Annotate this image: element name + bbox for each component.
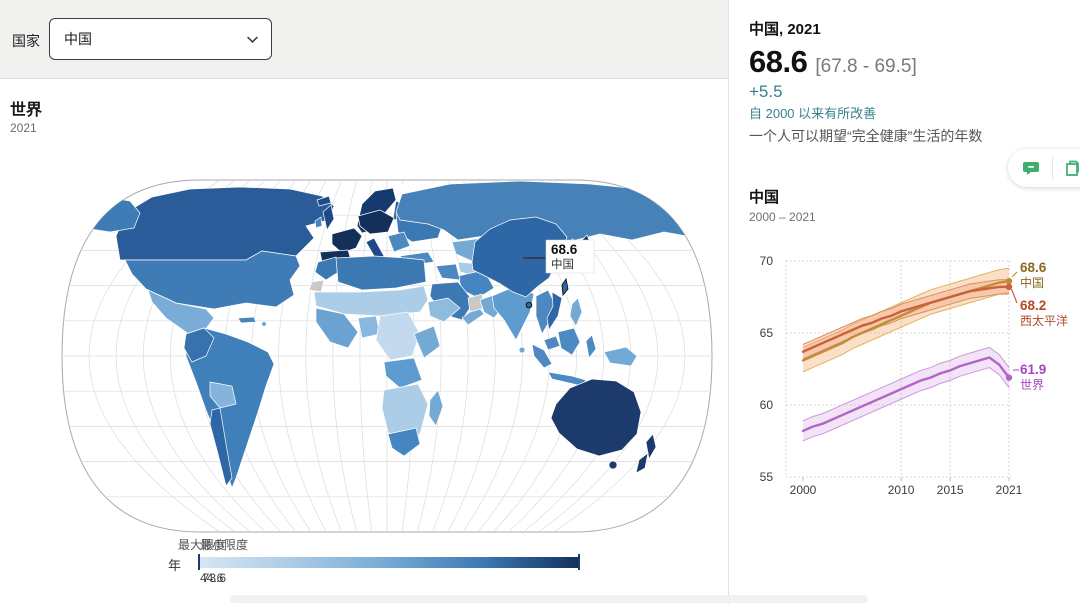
svg-text:2000: 2000 (790, 483, 817, 497)
horizontal-scrollbar[interactable] (230, 595, 868, 603)
country-italy[interactable] (365, 237, 385, 262)
svg-text:2021: 2021 (996, 483, 1023, 497)
country-png[interactable] (603, 346, 638, 367)
panel-title: 中国, 2021 (749, 21, 821, 38)
country-select-label: 国家 (12, 33, 40, 49)
country-philippines[interactable] (569, 297, 583, 327)
svg-text:61.9: 61.9 (1020, 362, 1046, 377)
svg-text:西太平洋: 西太平洋 (1020, 313, 1068, 328)
svg-text:中国: 中国 (1020, 275, 1044, 290)
panel-value: 68.6 (749, 44, 808, 79)
chart-subtitle: 2000 – 2021 (749, 210, 816, 224)
svg-text:55: 55 (760, 470, 774, 484)
country-south-africa[interactable] (387, 427, 421, 457)
panel-change-note: 自 2000 以来有所改善 (749, 106, 877, 121)
comment-icon[interactable] (1022, 158, 1042, 178)
legend-gradient-bar (200, 557, 578, 568)
country-iceland[interactable] (316, 195, 332, 207)
toolbar-divider (1052, 157, 1053, 179)
country-alaska[interactable] (83, 196, 141, 233)
legend-max-label: 最大限度 (177, 538, 226, 552)
export-icon[interactable] (1063, 158, 1080, 178)
country-west-africa[interactable] (315, 307, 359, 349)
country-russia[interactable] (395, 180, 709, 243)
country-select[interactable]: 中国 (49, 18, 272, 60)
svg-text:70: 70 (760, 254, 774, 268)
svg-text:2010: 2010 (888, 483, 915, 497)
legend-max-value: 73.6 (202, 571, 226, 585)
svg-text:60: 60 (760, 398, 774, 412)
panel-uncertainty: [67.8 - 69.5] (815, 56, 917, 77)
country-morocco[interactable] (314, 256, 341, 281)
svg-text:68.2: 68.2 (1020, 298, 1046, 313)
country-north-africa[interactable] (335, 255, 427, 291)
country-france[interactable] (331, 227, 363, 254)
legend-min-label: 最小限度 (200, 538, 249, 552)
country-brazil[interactable] (185, 327, 275, 490)
legend-min-tick (198, 554, 200, 570)
callout-name: 中国 (551, 258, 574, 271)
map-countries[interactable] (83, 180, 709, 490)
country-australia[interactable] (550, 378, 642, 457)
floating-toolbar (1008, 149, 1080, 187)
country-uk[interactable] (322, 204, 335, 231)
svg-text:65: 65 (760, 326, 774, 340)
chart-title: 中国 (749, 189, 780, 206)
country-select-value: 中国 (64, 31, 92, 47)
country-chile[interactable] (209, 407, 233, 487)
country-indonesia[interactable] (557, 327, 581, 356)
country-cuba[interactable] (237, 316, 257, 324)
legend-min-value: 44.6 (200, 571, 224, 585)
chevron-down-icon (247, 36, 258, 43)
map-callout: 68.6 中国 (523, 239, 595, 274)
callout-value: 68.6 (551, 242, 578, 257)
panel-description: 一个人可以期望“完全健康”生活的年数 (749, 128, 983, 144)
legend-max-tick (578, 554, 580, 570)
country-vietnam[interactable] (546, 291, 563, 331)
svg-text:世界: 世界 (1020, 378, 1044, 392)
detail-panel: 中国, 2021 68.6 [67.8 - 69.5] +5.5 自 2000 以… (728, 0, 1080, 604)
svg-text:2015: 2015 (937, 483, 964, 497)
svg-text:68.6: 68.6 (1020, 260, 1047, 275)
map-pane: 国家 中国 世界 2021 (0, 0, 728, 604)
country-sahel[interactable] (313, 285, 429, 317)
country-madagascar[interactable] (428, 389, 444, 427)
country-canada[interactable] (115, 186, 335, 261)
map-year: 2021 (10, 121, 37, 135)
country-germany[interactable] (357, 209, 395, 235)
panel-change: +5.5 (749, 82, 783, 101)
world-map[interactable]: 68.6 中国 (0, 0, 728, 604)
filter-bar: 国家 中国 (0, 0, 728, 79)
legend-unit: 年 (168, 558, 182, 573)
map-outline (61, 179, 713, 533)
map-title: 世界 (10, 102, 43, 119)
country-taiwan[interactable] (561, 277, 569, 297)
country-central-africa[interactable] (375, 311, 421, 361)
